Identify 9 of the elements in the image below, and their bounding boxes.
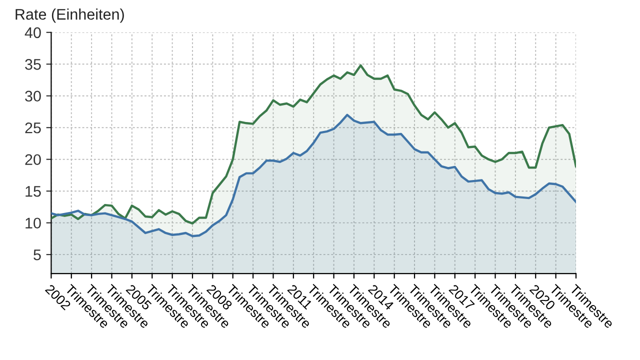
y-tick-label: 40 [24, 27, 41, 38]
y-tick-label: 35 [25, 59, 41, 70]
y-tick-label: 30 [25, 90, 41, 102]
y-tick-label: 5 [34, 250, 41, 260]
y-tick-label: 10 [26, 218, 41, 229]
y-tick-label: 15 [26, 186, 41, 197]
y-tick-label: 25 [25, 122, 41, 134]
y-axis-title: Rate (Einheiten) [16, 8, 124, 23]
y-tick-label: 20 [25, 154, 41, 166]
